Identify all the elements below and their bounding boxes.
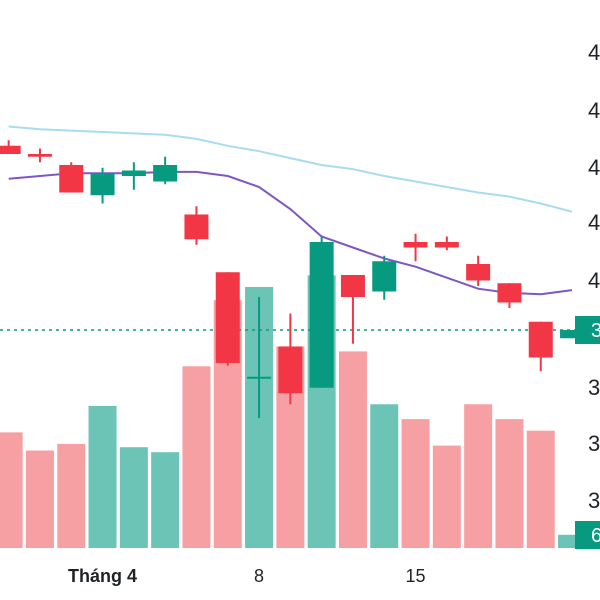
last-price-tag-label: 3 [591,320,600,342]
candle-body [121,170,146,176]
volume-bar [0,432,23,548]
volume-bar [495,419,524,548]
volume-last-tag-label: 6 [591,525,600,547]
volume-bar [182,366,211,548]
candle-body [153,165,178,182]
candle [309,236,334,388]
volume-bar [88,405,117,548]
candle [528,321,553,372]
volume-bars [0,275,587,548]
volume-bar [464,404,493,548]
volume-last-tag [575,521,600,549]
volume-bar [119,447,148,548]
candle-body [528,321,553,358]
last-price-tag [575,316,600,344]
price-tick-label: 3 [588,488,600,513]
candle [466,255,491,286]
price-axis: 44444333336 [575,40,600,549]
candle-body [434,242,459,248]
candle-body [59,165,84,193]
candle-body [184,214,209,240]
candle-body [340,275,365,297]
price-tick-label: 4 [588,268,600,293]
price-tick-label: 3 [588,431,600,456]
candle [59,162,84,193]
candle-body [466,264,491,281]
candle [215,272,240,366]
candles [0,140,585,418]
volume-bar [151,452,180,548]
time-tick-label: Tháng 4 [68,566,137,586]
candle-body [497,283,522,303]
candle [340,275,365,344]
candle-body [560,330,585,339]
candle [403,233,428,262]
moving-averages [0,125,575,331]
candle-body [90,173,115,196]
volume-bar [338,351,367,548]
price-tick-label: 4 [588,98,600,123]
candle [121,162,146,190]
candle [184,206,209,245]
time-tick-label: 8 [254,566,264,586]
candle-body [247,376,272,379]
volume-bar [432,445,461,548]
candle-body [0,145,21,154]
candle [560,330,585,339]
candle-body [278,346,303,394]
volume-bar [401,419,430,548]
candle-body [403,242,428,248]
candle [247,297,272,418]
price-tick-label: 4 [588,155,600,180]
ma-long-line [8,125,573,213]
volume-bar [25,450,54,548]
candle [278,313,303,405]
candle-body [372,261,397,292]
candle-body [27,154,52,157]
volume-bar [370,404,399,548]
candle [90,167,115,204]
candle [153,156,178,185]
candle [0,140,21,154]
candle [27,148,52,163]
candle [497,283,522,308]
volume-bar [526,430,555,548]
price-tick-label: 3 [588,375,600,400]
candle [434,236,459,251]
candle-body [215,272,240,363]
volume-bar [57,443,86,548]
time-tick-label: 15 [406,566,426,586]
price-tick-label: 4 [588,210,600,235]
candle [372,255,397,300]
candle-body [309,242,334,388]
price-tick-label: 4 [588,40,600,65]
time-axis: Tháng 4 8 15 [68,566,426,586]
